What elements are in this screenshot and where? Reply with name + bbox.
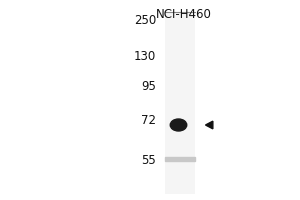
Text: NCI-H460: NCI-H460 [156, 8, 212, 21]
Ellipse shape [170, 119, 187, 131]
Text: 130: 130 [134, 49, 156, 62]
Bar [165, 12, 195, 194]
Text: 55: 55 [141, 154, 156, 166]
Text: 72: 72 [141, 114, 156, 127]
Bar [165, 157, 195, 161]
Text: 250: 250 [134, 14, 156, 26]
Polygon shape [206, 121, 213, 129]
Text: 95: 95 [141, 79, 156, 92]
